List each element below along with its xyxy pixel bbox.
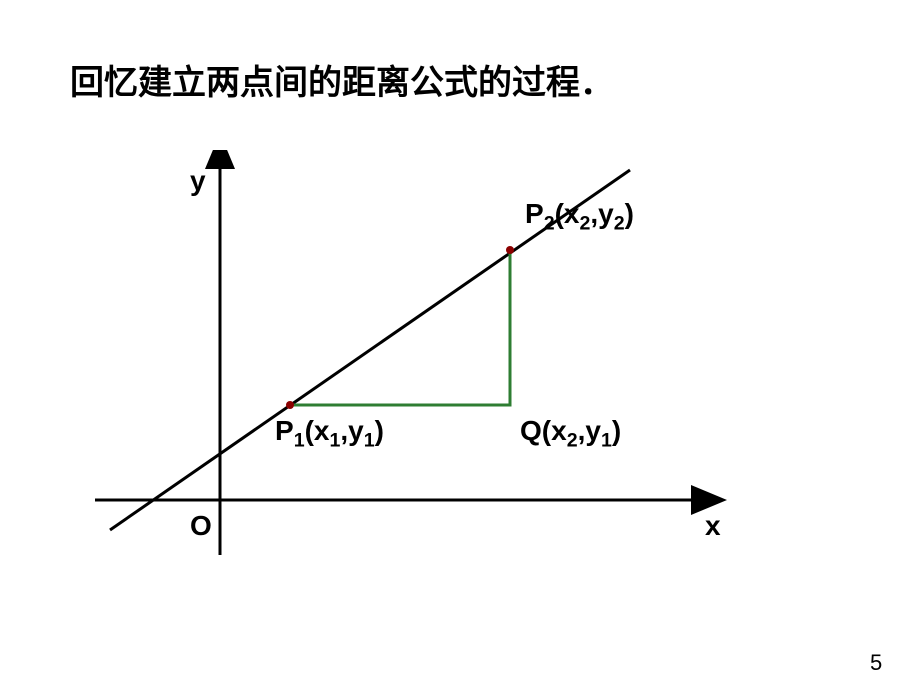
p1-xsub: 1 (330, 430, 341, 452)
p1-psub: 1 (294, 430, 305, 452)
q-close: ) (612, 415, 621, 446)
p2-mid: ,y (590, 198, 613, 229)
page-number: 5 (870, 650, 882, 676)
p2-prefix: P (525, 198, 544, 229)
origin-label: O (190, 510, 212, 542)
p2-close: ) (625, 198, 634, 229)
p1-prefix: P (275, 415, 294, 446)
point-p1 (286, 401, 294, 409)
diagram-svg (90, 150, 740, 560)
q-open: (x (542, 415, 567, 446)
point-p2 (506, 246, 514, 254)
p1-ysub: 1 (364, 430, 375, 452)
p2-ysub: 2 (614, 213, 625, 235)
q-mid: ,y (578, 415, 601, 446)
q-prefix: Q (520, 415, 542, 446)
p2-open: (x (555, 198, 580, 229)
p2-xsub: 2 (580, 213, 591, 235)
p1-label: P1(x1,y1) (275, 415, 384, 453)
p1-open: (x (305, 415, 330, 446)
p1-close: ) (375, 415, 384, 446)
coordinate-diagram: x y O P1(x1,y1) P2(x2,y2) Q(x2,y1) (90, 150, 740, 560)
p1-mid: ,y (340, 415, 363, 446)
q-label: Q(x2,y1) (520, 415, 621, 453)
p2-psub: 2 (544, 213, 555, 235)
p2-label: P2(x2,y2) (525, 198, 634, 236)
y-axis-label: y (190, 165, 206, 197)
x-axis-label: x (705, 510, 721, 542)
q-ysub: 1 (601, 430, 612, 452)
page-title: 回忆建立两点间的距离公式的过程． (70, 55, 614, 104)
q-xsub: 2 (567, 430, 578, 452)
